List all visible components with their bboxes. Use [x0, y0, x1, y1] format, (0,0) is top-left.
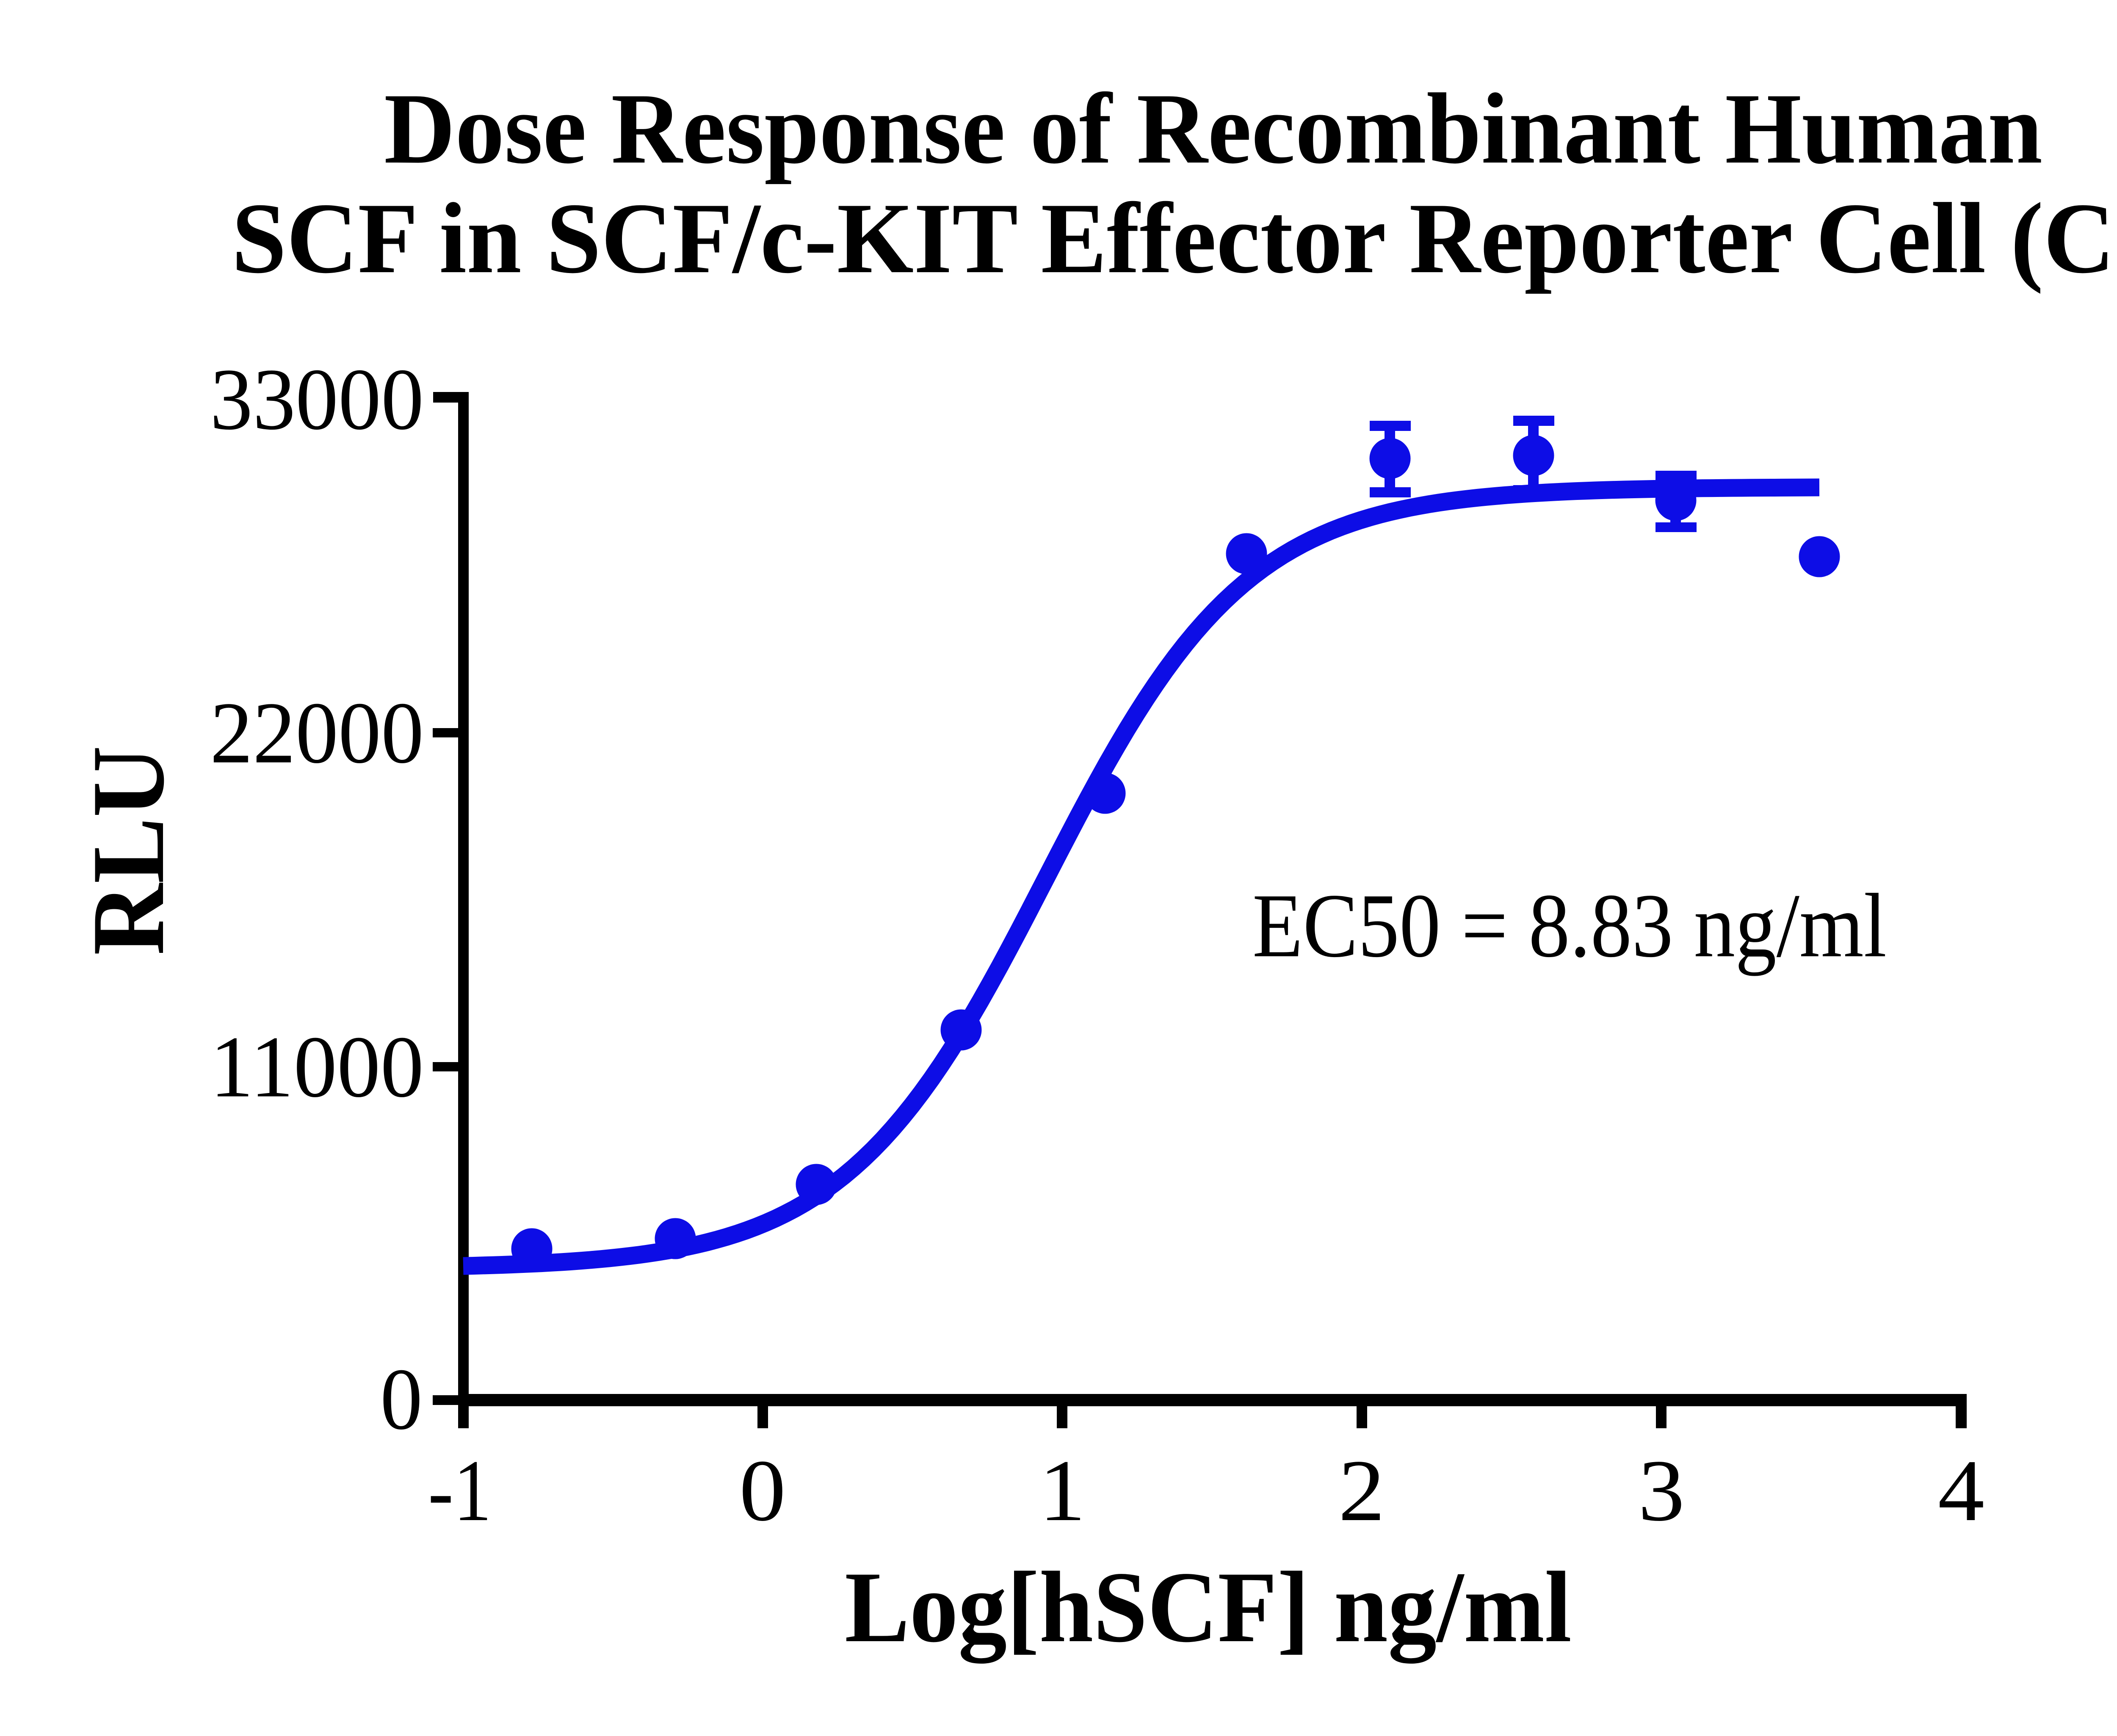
svg-text:SCF in SCF/c-KIT Effector Repo: SCF in SCF/c-KIT Effector Reporter Cell … — [232, 182, 2117, 294]
svg-text:Dose Response of Recombinant H: Dose Response of Recombinant Human — [384, 72, 2042, 185]
svg-text:11000: 11000 — [210, 1018, 424, 1115]
svg-text:0: 0 — [739, 1442, 786, 1539]
svg-text:EC50 = 8.83 ng/ml: EC50 = 8.83 ng/ml — [1252, 875, 1887, 976]
svg-text:2: 2 — [1338, 1442, 1385, 1539]
svg-text:0: 0 — [380, 1350, 423, 1448]
svg-text:Log[hSCF] ng/ml: Log[hSCF] ng/ml — [845, 1551, 1572, 1664]
svg-text:3: 3 — [1638, 1442, 1685, 1539]
svg-text:33000: 33000 — [210, 351, 424, 448]
svg-text:1: 1 — [1039, 1442, 1086, 1539]
svg-text:4: 4 — [1938, 1442, 1984, 1539]
svg-text:22000: 22000 — [210, 684, 424, 781]
svg-text:-1: -1 — [428, 1442, 492, 1539]
svg-text:RLU: RLU — [71, 746, 185, 955]
